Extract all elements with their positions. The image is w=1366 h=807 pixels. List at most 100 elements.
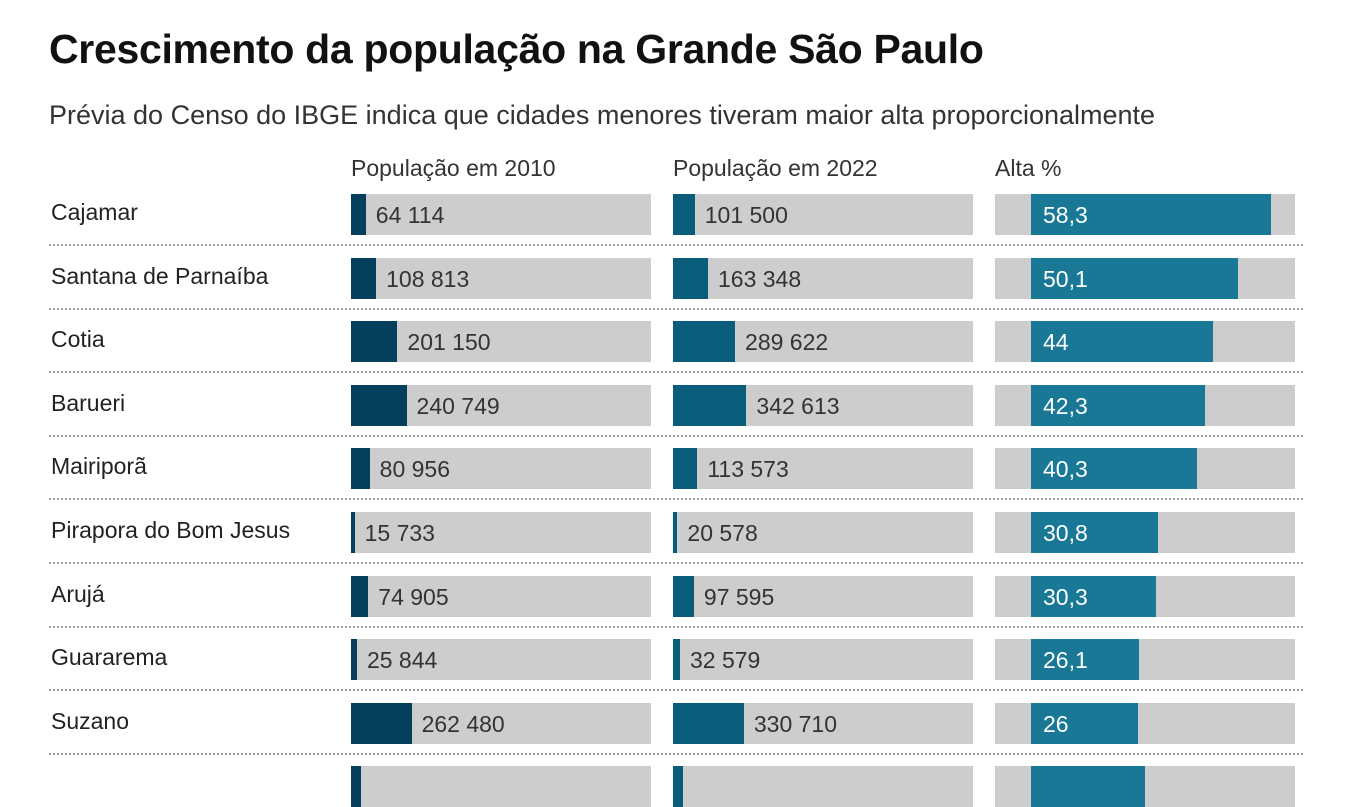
bar-track-pop2010: 64 114 — [351, 194, 651, 235]
data-label-pop2022: 342 613 — [756, 392, 840, 419]
data-label-alta: 26,1 — [1043, 647, 1088, 674]
table-row: Pirapora do Bom Jesus 15 733 20 578 30,8 — [49, 511, 1303, 575]
table-row: Cajamar 64 114 101 500 58,3 — [49, 193, 1303, 257]
data-label-pop2022: 330 710 — [753, 710, 837, 737]
bar-track-pop2022: 97 595 — [673, 575, 973, 617]
row-separator — [49, 752, 1303, 755]
city-label: Barueri — [51, 389, 126, 416]
bar-pop2022 — [673, 257, 708, 299]
data-label-pop2010: 25 844 — [366, 647, 438, 674]
column-header-pop2010: População em 2010 — [351, 155, 556, 181]
city-label: Mairiporã — [51, 453, 147, 480]
data-label-pop2022: 289 622 — [745, 329, 829, 356]
data-label-pop2010: 201 150 — [407, 329, 491, 356]
bar-partial — [673, 766, 683, 807]
bar-alta — [1031, 639, 1139, 681]
data-label-pop2010: 240 749 — [416, 392, 500, 419]
bar-track-pop2010: 80 956 — [351, 448, 651, 490]
bar-track-pop2010: 25 844 — [351, 639, 651, 681]
bar-alta — [1031, 257, 1238, 299]
chart-subtitle: Prévia do Censo do IBGE indica que cidad… — [49, 100, 1156, 130]
data-label-pop2022: 20 578 — [687, 520, 758, 546]
bar-pop2022 — [673, 512, 678, 553]
bar-pop2022 — [673, 448, 698, 490]
bar-pop2010 — [351, 575, 369, 617]
bar-track-pop2022: 101 500 — [673, 194, 973, 235]
bar-pop2010 — [351, 384, 407, 426]
data-label-alta: 50,1 — [1043, 265, 1088, 292]
bar-alta — [1031, 512, 1159, 553]
city-label: Guararema — [51, 644, 168, 671]
bar-track-pop2022: 163 348 — [673, 257, 973, 299]
row-separator — [49, 244, 1303, 246]
bar-pop2010 — [351, 702, 412, 744]
bar-track-pop2010: 240 749 — [351, 384, 651, 426]
bar-track-alta: 30,8 — [995, 512, 1295, 553]
bar-track-pop2022: 289 622 — [673, 321, 973, 363]
bar-alta — [1031, 702, 1139, 744]
bar-pop2022 — [673, 194, 695, 235]
data-label-pop2010: 64 114 — [375, 202, 445, 228]
row-separator — [49, 689, 1303, 692]
chart-rows: Cajamar 64 114 101 500 58,3 Santana de Parna… — [49, 193, 1303, 807]
bar-pop2010 — [351, 194, 366, 235]
table-row: Barueri 240 749 342 613 42,3 — [49, 384, 1303, 448]
city-label: Pirapora do Bom Jesus — [51, 517, 291, 543]
data-label-pop2010: 108 813 — [386, 265, 470, 292]
bar-partial — [1031, 766, 1145, 807]
bar-track-pop2010: 15 733 — [351, 512, 651, 553]
bar-track-alta: 50,1 — [995, 257, 1295, 299]
bar-alta — [1031, 194, 1272, 235]
city-label: Cajamar — [51, 199, 138, 225]
data-label-alta: 40,3 — [1043, 456, 1088, 483]
bar-track-partial — [351, 766, 651, 807]
column-header-pop2022: População em 2022 — [673, 155, 878, 181]
bar-track-pop2022: 330 710 — [673, 702, 973, 744]
chart-title: Crescimento da população na Grande São P… — [49, 26, 984, 72]
bar-track-pop2022: 113 573 — [673, 448, 973, 490]
bar-pop2022 — [673, 639, 680, 681]
table-row: Santana de Parnaíba 108 813 163 348 50,1 — [49, 257, 1303, 321]
column-header-alta: Alta % — [995, 155, 1062, 181]
bar-pop2022 — [673, 702, 744, 744]
bar-pop2010 — [351, 512, 355, 553]
row-separator — [49, 625, 1303, 628]
bar-pop2010 — [351, 321, 398, 363]
data-label-pop2010: 262 480 — [421, 710, 505, 737]
table-row: Mairiporã 80 956 113 573 40,3 — [49, 447, 1303, 511]
bar-track-pop2010: 262 480 — [351, 702, 651, 744]
data-label-pop2022: 97 595 — [703, 583, 775, 610]
bar-track-partial — [673, 766, 973, 807]
bar-pop2010 — [351, 448, 370, 490]
data-label-alta: 58,3 — [1043, 202, 1088, 228]
row-separator — [49, 371, 1303, 374]
data-label-pop2010: 80 956 — [379, 456, 451, 483]
bar-alta — [1031, 448, 1198, 490]
data-label-pop2010: 15 733 — [364, 520, 435, 546]
bar-track-alta: 58,3 — [995, 194, 1295, 235]
table-row: Cotia 201 150 289 622 44 — [49, 320, 1303, 384]
bar-track-alta: 26,1 — [995, 639, 1295, 681]
bar-pop2010 — [351, 257, 377, 299]
bar-track-alta: 30,3 — [995, 575, 1295, 617]
table-row: Arujá 74 905 97 595 30,3 — [49, 575, 1303, 639]
bar-track-pop2010: 74 905 — [351, 575, 651, 617]
city-label: Cotia — [51, 326, 105, 353]
bar-partial — [351, 766, 361, 807]
bar-alta — [1031, 321, 1213, 363]
bar-track-pop2022: 342 613 — [673, 384, 973, 426]
data-label-pop2010: 74 905 — [378, 583, 449, 610]
data-label-pop2022: 32 579 — [689, 647, 761, 674]
data-label-pop2022: 163 348 — [718, 265, 802, 292]
bar-track-pop2010: 108 813 — [351, 257, 651, 299]
bar-track-pop2022: 32 579 — [673, 639, 973, 681]
bar-track-alta: 40,3 — [995, 448, 1295, 490]
bar-alta — [1031, 575, 1156, 617]
data-label-pop2022: 113 573 — [707, 456, 789, 483]
city-label: Santana de Parnaíba — [51, 262, 269, 289]
table-row: Guararema 25 844 32 579 26,1 — [49, 638, 1303, 702]
row-separator — [49, 498, 1303, 501]
bar-track-partial — [995, 766, 1295, 807]
bar-track-pop2022: 20 578 — [673, 512, 973, 553]
bar-track-alta: 26 — [995, 702, 1295, 744]
